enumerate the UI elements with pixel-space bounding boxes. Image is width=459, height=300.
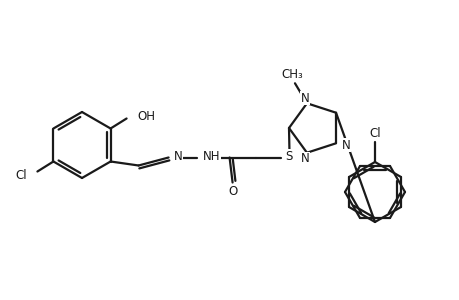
Text: N: N: [300, 152, 308, 165]
Text: N: N: [173, 150, 182, 163]
Text: CH₃: CH₃: [280, 68, 302, 81]
Text: N: N: [300, 92, 308, 105]
Text: N: N: [341, 139, 350, 152]
Text: Cl: Cl: [369, 127, 380, 140]
Text: NH: NH: [202, 150, 219, 163]
Text: S: S: [285, 150, 292, 163]
Text: O: O: [228, 185, 237, 198]
Text: OH: OH: [137, 110, 155, 123]
Text: Cl: Cl: [16, 169, 28, 182]
